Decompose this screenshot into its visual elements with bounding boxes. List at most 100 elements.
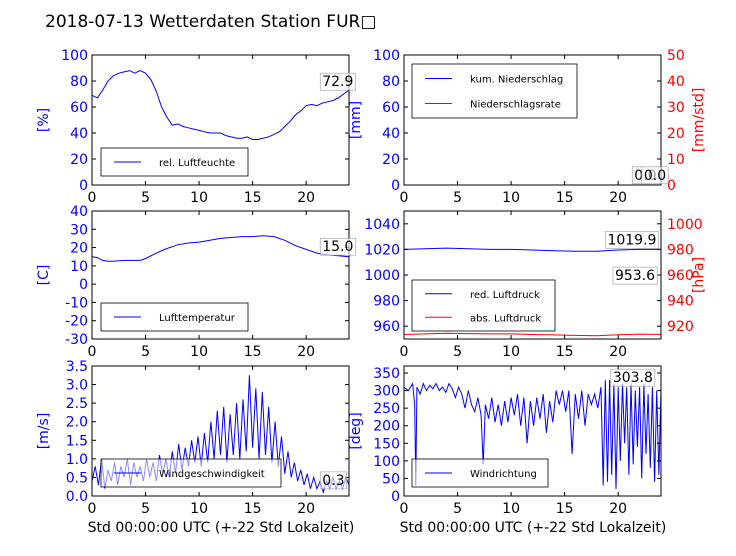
x-tick-label: 0 [88,344,97,360]
value-annotation: 72.9 [322,74,353,90]
value-annotation-box [610,368,656,387]
x-axis-label-left: Std 00:00:00 UTC (+-22 Std Lokalzeit) [88,520,355,536]
y2-tick-label: 0 [667,178,676,194]
y-tick-label: 200 [373,419,400,435]
y-tick-label: 50 [382,471,400,487]
legend: Windgeschwindigkeit [100,458,282,488]
x-tick-label: 15 [244,190,262,206]
series-line-1-1 [91,70,350,140]
y-tick-label: 0 [79,178,88,194]
y2-tick-label: 980 [667,242,694,258]
y-tick-label: 0.0 [66,489,88,505]
y-tick-label: 250 [373,401,400,417]
y-tick-label: 1.0 [66,452,88,468]
value-annotation: 0.0 [644,168,666,184]
series-line-3-1 [91,235,350,262]
y-tick-label: 100 [373,454,400,470]
legend-label: red. Luftdruck [470,290,540,301]
x-tick-label: 20 [609,501,627,517]
chart-panel-5: 0 5 10 15 20 0.0 0.5 1.0 1.5 2.0 2.5 3.0 3.5 [m/s] Win… [36,359,350,517]
y-tick-label: 1040 [364,217,400,233]
plot-frame [403,54,662,186]
y-tick-label: 80 [70,74,88,90]
y-tick-label: 1000 [364,268,400,284]
x-tick-label: 10 [190,190,208,206]
y2-tick-label: 920 [667,319,694,335]
y-tick-label: 1.5 [66,433,88,449]
value-annotation-box [319,471,347,490]
legend-label: Windgeschwindigkeit [159,469,265,480]
x-tick-label: 20 [297,190,315,206]
series-line-4-2 [403,332,662,337]
x-tick-label: 20 [297,501,315,517]
value-annotation-box [319,237,356,256]
x-tick-label: 0 [400,501,409,517]
y-tick-label: 20 [382,152,400,168]
legend: kum. Niederschlag Niederschlagsrate [411,63,578,119]
plot-frame [91,210,350,340]
x-tick-label: 10 [190,344,208,360]
x-tick-label: 5 [141,190,150,206]
x-tick-label: 15 [556,344,574,360]
y-tick-label: 100 [61,48,88,64]
x-tick-label: 5 [141,501,150,517]
x-tick-label: 20 [297,344,315,360]
y-tick-label: 80 [382,74,400,90]
x-tick-label: 20 [609,190,627,206]
plot-frame [91,365,350,497]
y-tick-label: 0.5 [66,470,88,486]
legend-label: rel. Luftfeuchte [159,158,235,169]
y2-tick-label: 50 [667,48,685,64]
y-tick-label: 0 [391,489,400,505]
y-tick-label: -30 [65,332,88,348]
value-annotation-box [319,72,356,91]
y-tick-label: 0 [79,277,88,293]
x-tick-label: 10 [502,344,520,360]
plot-frame [403,365,662,497]
y-tick-label: 960 [373,319,400,335]
y-tick-label: 350 [373,366,400,382]
legend-label: Windrichtung [470,469,537,480]
y-tick-label: 3.5 [66,359,88,375]
legend-label: Lufttemperatur [159,313,236,324]
x-tick-label: 0 [400,190,409,206]
x-tick-label: 5 [453,190,462,206]
value-annotation: 15.0 [322,239,353,255]
x-tick-label: 15 [244,501,262,517]
x-tick-label: 5 [141,344,150,360]
y-tick-label: 980 [373,294,400,310]
y-tick-label: 10 [70,259,88,275]
y-tick-label: 100 [373,48,400,64]
value-annotation: 303.8 [613,370,653,386]
chart-panel-1: 0 5 10 15 20 0 20 40 60 80 100 [%] rel. Luftfeuchte 7… [36,48,356,206]
y-tick-label: 40 [70,126,88,142]
legend-frame [411,63,578,119]
y-tick-label: 20 [70,241,88,257]
legend: Windrichtung [411,458,549,488]
y-axis-label: [deg] [348,412,364,449]
y-axis-label: [mm] [348,101,364,139]
y-tick-label: -20 [65,314,88,330]
y-tick-label: 3.0 [66,378,88,394]
y2-tick-label: 1000 [667,217,703,233]
y2-tick-label: 10 [667,152,685,168]
value-annotation-box [605,230,659,249]
chart-panel-4: 0 5 10 15 20 960 980 1000 1020 1040 920 940 960 980 10… [364,210,707,360]
y2-axis-label: [hPa] [691,257,707,293]
legend-frame [411,279,556,332]
x-tick-label: 15 [556,501,574,517]
x-tick-label: 15 [244,344,262,360]
y-tick-label: 1020 [364,242,400,258]
y-tick-label: 300 [373,384,400,400]
y-axis-label: [%] [36,108,52,132]
value-annotation-box [641,166,669,185]
y-tick-label: 40 [382,126,400,142]
x-tick-label: 0 [88,190,97,206]
y-tick-label: -10 [65,295,88,311]
figure-title: 2018-07-13 Wetterdaten Station FUR□ [45,12,376,32]
x-tick-label: 10 [502,501,520,517]
x-axis-label-right: Std 00:00:00 UTC (+-22 Std Lokalzeit) [400,520,667,536]
x-tick-label: 15 [556,190,574,206]
y2-tick-label: 30 [667,100,685,116]
